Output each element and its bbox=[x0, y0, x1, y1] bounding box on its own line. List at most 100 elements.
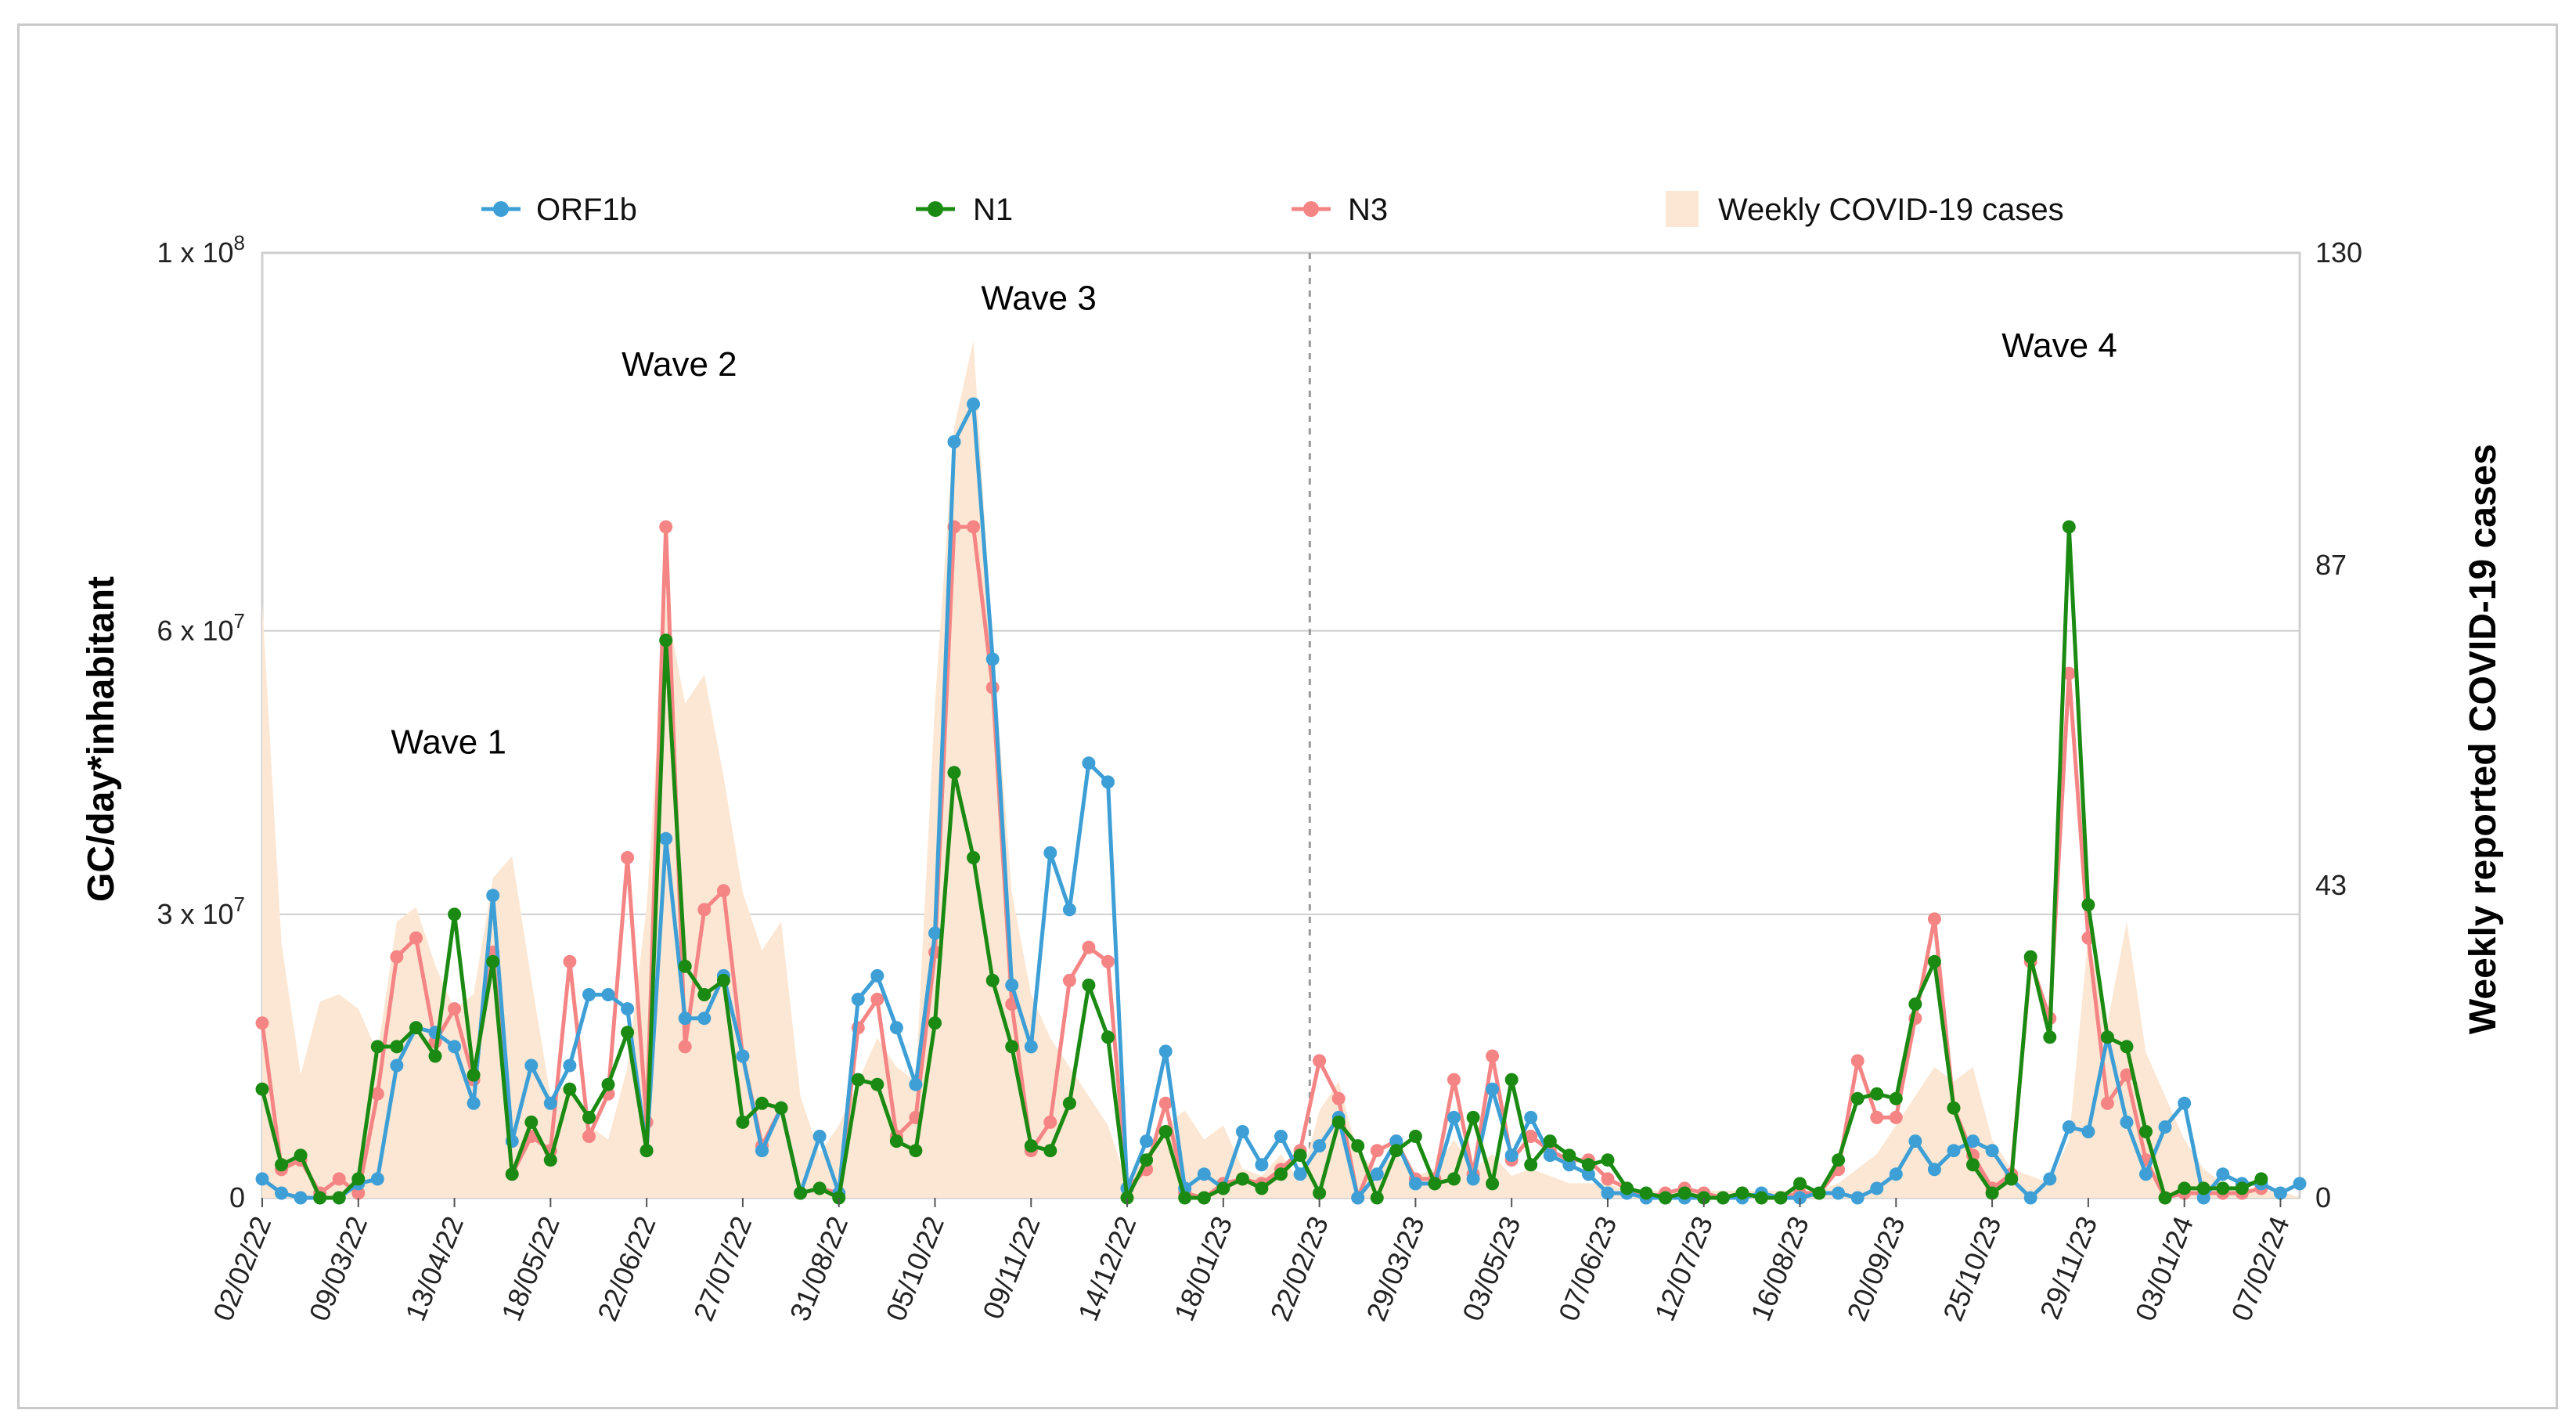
x-tick-label: 12/07/23 bbox=[1648, 1212, 1720, 1325]
point-orf1b bbox=[870, 968, 884, 983]
point-orf1b bbox=[1313, 1139, 1327, 1153]
point-n1 bbox=[332, 1191, 346, 1205]
point-orf1b bbox=[2216, 1167, 2230, 1181]
legend-n3-label: N3 bbox=[1348, 193, 1388, 227]
point-orf1b bbox=[1447, 1110, 1461, 1124]
plot-border bbox=[261, 251, 2301, 1199]
point-n1 bbox=[2139, 1125, 2153, 1138]
point-n1 bbox=[1774, 1191, 1788, 1205]
legend-n1-label: N1 bbox=[973, 193, 1013, 227]
x-tick-label: 18/05/22 bbox=[495, 1212, 566, 1325]
point-orf1b bbox=[2273, 1186, 2287, 1200]
point-orf1b bbox=[621, 1002, 635, 1016]
point-orf1b bbox=[1543, 1149, 1557, 1163]
point-orf1b bbox=[1466, 1172, 1480, 1186]
x-tick-label: 05/10/22 bbox=[879, 1212, 950, 1325]
x-tick-label: 02/02/22 bbox=[207, 1212, 278, 1325]
x-tick-label: 20/09/23 bbox=[1840, 1212, 1911, 1325]
point-n1 bbox=[601, 1077, 615, 1091]
point-n1 bbox=[1677, 1186, 1692, 1200]
legend-item-orf1b[interactable]: ORF1b bbox=[481, 193, 637, 227]
point-orf1b bbox=[1908, 1134, 1922, 1149]
point-orf1b bbox=[1562, 1158, 1576, 1172]
point-n1 bbox=[524, 1115, 539, 1129]
legend-cases-swatch-icon bbox=[1666, 191, 1699, 227]
point-n1 bbox=[1005, 1040, 1019, 1054]
point-n1 bbox=[1812, 1186, 1826, 1200]
x-tick-label: 16/08/23 bbox=[1744, 1212, 1815, 1325]
point-n1 bbox=[1158, 1125, 1173, 1138]
point-n1 bbox=[1466, 1110, 1480, 1124]
point-n1 bbox=[1140, 1153, 1154, 1167]
point-orf1b bbox=[1927, 1163, 1941, 1177]
point-n1 bbox=[2005, 1172, 2019, 1186]
point-orf1b bbox=[1255, 1158, 1269, 1172]
point-n1 bbox=[2216, 1181, 2230, 1195]
point-n1 bbox=[621, 1026, 635, 1040]
point-orf1b bbox=[1274, 1130, 1288, 1143]
point-orf1b bbox=[2081, 1125, 2095, 1138]
point-orf1b bbox=[1101, 775, 1115, 789]
point-n1 bbox=[1639, 1186, 1653, 1200]
point-orf1b bbox=[601, 988, 615, 1001]
point-n1 bbox=[774, 1101, 788, 1115]
y2-tick-label: 43 bbox=[2315, 869, 2347, 901]
point-n1 bbox=[1408, 1130, 1422, 1143]
point-orf1b bbox=[1850, 1191, 1864, 1205]
point-orf1b bbox=[294, 1191, 308, 1205]
point-orf1b bbox=[2178, 1096, 2192, 1110]
point-orf1b bbox=[2158, 1120, 2172, 1134]
point-n1 bbox=[1043, 1144, 1057, 1158]
point-orf1b bbox=[582, 988, 596, 1001]
point-n1 bbox=[1101, 1030, 1115, 1044]
point-n3 bbox=[1889, 1110, 1903, 1124]
point-n1 bbox=[1082, 978, 1096, 992]
y2-tick-label: 87 bbox=[2315, 549, 2347, 581]
point-n3 bbox=[621, 851, 635, 864]
legend-item-cases[interactable]: Weekly COVID-19 cases bbox=[1666, 191, 2064, 227]
point-orf1b bbox=[947, 435, 961, 449]
legend-item-n3[interactable]: N3 bbox=[1292, 193, 1388, 227]
point-n1 bbox=[928, 1016, 942, 1030]
point-n3 bbox=[1313, 1054, 1327, 1068]
point-n1 bbox=[1581, 1158, 1595, 1172]
point-orf1b bbox=[851, 993, 865, 1006]
point-n1 bbox=[1659, 1191, 1673, 1205]
point-n3 bbox=[390, 950, 404, 964]
point-n3 bbox=[1370, 1144, 1384, 1158]
legend-item-n1[interactable]: N1 bbox=[916, 193, 1013, 227]
point-n3 bbox=[370, 1087, 384, 1101]
point-orf1b bbox=[1601, 1186, 1615, 1200]
point-n3 bbox=[1062, 973, 1076, 987]
point-n1 bbox=[1313, 1186, 1327, 1200]
point-n1 bbox=[697, 988, 712, 1001]
point-n1 bbox=[1389, 1144, 1403, 1158]
point-n1 bbox=[2081, 898, 2095, 912]
point-n1 bbox=[1870, 1087, 1884, 1101]
point-orf1b bbox=[1005, 978, 1019, 992]
point-n1 bbox=[659, 633, 673, 647]
point-n1 bbox=[1370, 1191, 1384, 1205]
point-n1 bbox=[2023, 950, 2037, 964]
point-orf1b bbox=[2120, 1115, 2134, 1129]
point-orf1b bbox=[370, 1172, 384, 1186]
legend-orf1b-marker-icon bbox=[493, 201, 509, 217]
point-n1 bbox=[870, 1077, 884, 1091]
point-n3 bbox=[448, 1002, 462, 1016]
cases-area-layer bbox=[262, 340, 2300, 1198]
y2-tick-label: 130 bbox=[2315, 236, 2362, 269]
point-orf1b bbox=[1024, 1040, 1038, 1054]
point-n3 bbox=[870, 993, 884, 1006]
point-n1 bbox=[1197, 1191, 1211, 1205]
point-n1 bbox=[639, 1144, 654, 1158]
point-orf1b bbox=[1889, 1167, 1903, 1181]
point-n1 bbox=[716, 973, 730, 987]
point-n3 bbox=[351, 1186, 366, 1200]
point-orf1b bbox=[390, 1058, 404, 1073]
point-n3 bbox=[678, 1040, 692, 1054]
point-orf1b bbox=[1966, 1134, 1980, 1149]
point-orf1b bbox=[1043, 846, 1057, 860]
point-n1 bbox=[1908, 997, 1922, 1012]
point-orf1b bbox=[1832, 1186, 1846, 1200]
point-n3 bbox=[1331, 1091, 1346, 1105]
